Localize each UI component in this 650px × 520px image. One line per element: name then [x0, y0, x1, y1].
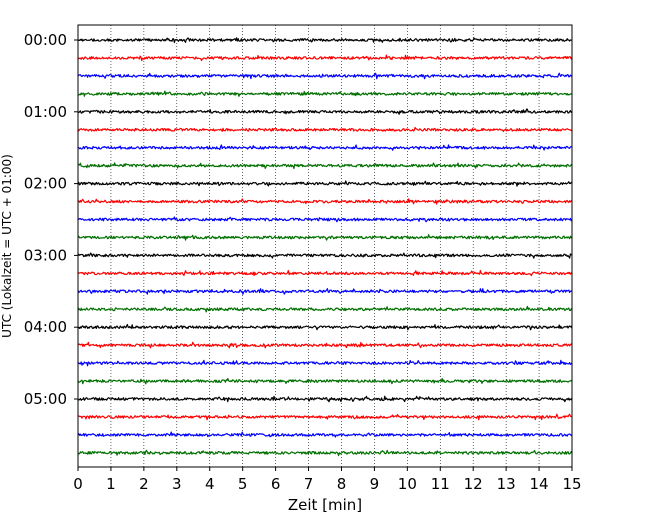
x-tick-label: 15 [562, 475, 581, 493]
x-tick-label: 2 [139, 475, 149, 493]
trace-0345 [77, 305, 573, 313]
x-tick-label: 1 [106, 475, 116, 493]
trace-0200 [77, 180, 573, 187]
y-tick-label: 03:00 [24, 246, 67, 264]
trace-0400 [77, 323, 573, 331]
trace-0430 [77, 359, 573, 367]
x-tick-label: 0 [73, 475, 83, 493]
x-tick-label: 10 [398, 475, 417, 493]
y-tick-label: 01:00 [24, 103, 67, 121]
trace-0545 [77, 449, 573, 457]
trace-0300 [77, 252, 573, 259]
y-tick-label: 04:00 [24, 318, 67, 336]
y-tick-label: 00:00 [24, 31, 67, 49]
trace-0000 [77, 37, 573, 44]
trace-0215 [77, 198, 573, 205]
trace-0515 [77, 413, 573, 421]
traces [77, 37, 573, 457]
x-tick-label: 5 [238, 475, 248, 493]
x-tick-label: 4 [205, 475, 215, 493]
x-tick-label: 9 [370, 475, 380, 493]
trace-0045 [77, 90, 573, 97]
y-tick-label: 05:00 [24, 390, 67, 408]
x-tick-label: 6 [271, 475, 281, 493]
y-axis-label: UTC (Lokalzeit = UTC + 01:00) [0, 154, 14, 338]
x-tick-label: 12 [464, 475, 483, 493]
trace-0530 [77, 431, 573, 438]
trace-0415 [77, 341, 573, 349]
trace-0100 [77, 108, 573, 115]
x-tick-label: 13 [497, 475, 516, 493]
x-tick-label: 14 [530, 475, 549, 493]
x-tick-label: 11 [431, 475, 450, 493]
x-tick-label: 7 [304, 475, 314, 493]
trace-0315 [77, 269, 573, 277]
trace-0030 [77, 72, 573, 80]
plot-background [78, 25, 572, 467]
plot-frame [77, 24, 573, 468]
trace-0330 [77, 288, 573, 295]
trace-0015 [77, 54, 573, 62]
x-axis-ticks: 0 1 2 3 4 5 6 7 8 9 10 11 12 13 14 15 [73, 467, 582, 493]
y-axis-ticks: 00:00 01:00 02:00 03:00 04:00 05:00 [24, 31, 78, 408]
trace-0145 [77, 162, 573, 170]
x-axis-label: Zeit [min] [288, 496, 362, 514]
y-tick-label: 02:00 [24, 175, 67, 193]
x-tick-label: 3 [172, 475, 182, 493]
x-tick-label: 8 [337, 475, 347, 493]
trace-0230 [77, 216, 573, 223]
trace-0500 [77, 395, 573, 403]
trace-0115 [77, 126, 573, 133]
trace-0245 [77, 234, 573, 241]
trace-0130 [77, 144, 573, 151]
trace-0445 [77, 377, 573, 385]
